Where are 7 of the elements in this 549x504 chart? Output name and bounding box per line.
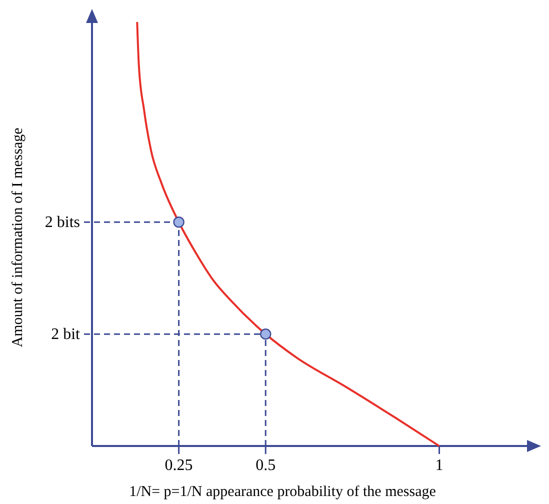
ref-line-label: 2 bit [51,326,81,344]
x-tick-label: 0.25 [164,457,193,474]
ref-line-label: 2 bits [44,214,80,232]
y-axis-title: Amount of information of I message [10,127,26,348]
x-tick-label: 0.5 [256,457,276,474]
x-tick-label: 1 [435,457,444,474]
x-axis-title: 1/N= p=1/N appearance probability of the message [129,484,436,500]
